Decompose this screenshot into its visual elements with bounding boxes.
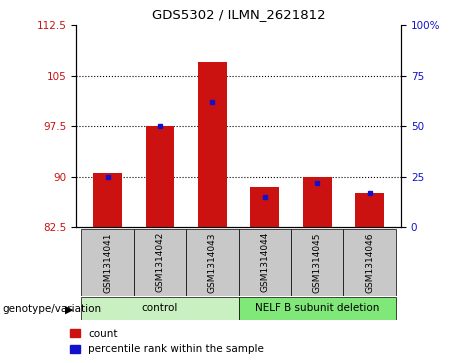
Bar [198,62,227,227]
Bar [81,229,134,296]
Bar [239,297,396,320]
Bar [291,229,343,296]
Bar [239,229,291,296]
Legend: count, percentile rank within the sample: count, percentile rank within the sample [70,329,264,354]
Text: ▶: ▶ [65,304,74,314]
Bar [134,229,186,296]
Text: GSM1314041: GSM1314041 [103,232,112,293]
Text: GSM1314043: GSM1314043 [208,232,217,293]
Bar [146,126,174,227]
Bar [343,229,396,296]
Text: control: control [142,303,178,313]
Bar [355,193,384,227]
Bar [303,176,331,227]
Text: NELF B subunit deletion: NELF B subunit deletion [255,303,379,313]
Text: GSM1314045: GSM1314045 [313,232,322,293]
Bar [186,229,239,296]
Title: GDS5302 / ILMN_2621812: GDS5302 / ILMN_2621812 [152,8,325,21]
Bar [81,297,239,320]
Text: genotype/variation: genotype/variation [2,304,101,314]
Bar [250,187,279,227]
Text: GSM1314044: GSM1314044 [260,232,269,293]
Bar [93,173,122,227]
Text: GSM1314046: GSM1314046 [365,232,374,293]
Text: GSM1314042: GSM1314042 [155,232,165,293]
